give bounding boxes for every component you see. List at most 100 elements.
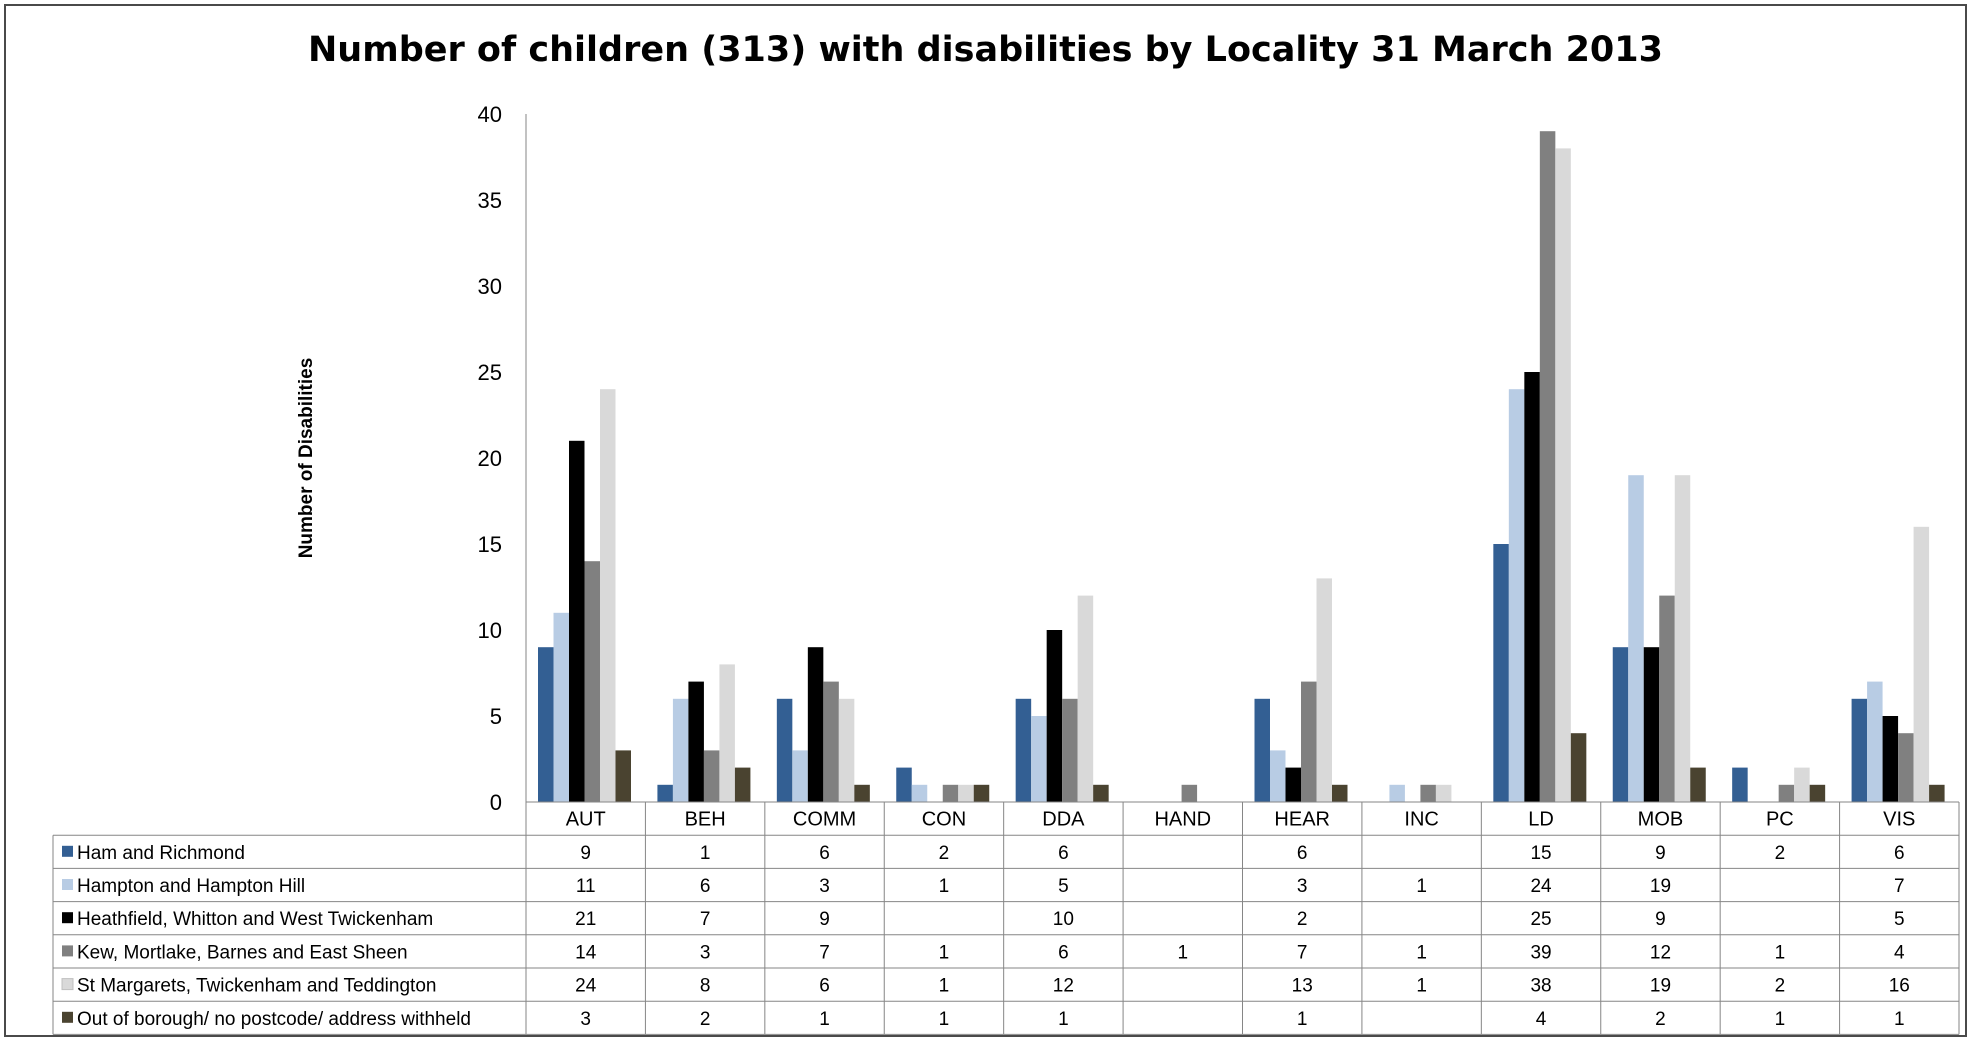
- data-label: 7: [819, 942, 830, 963]
- y-axis-title: Number of Disabilities: [296, 358, 317, 559]
- data-label: 8: [700, 976, 711, 997]
- bar-mob-series-6: [1690, 767, 1706, 802]
- bar-vis-series-6: [1929, 784, 1945, 802]
- data-label: 13: [1292, 976, 1313, 997]
- bar-hear-series-1: [1254, 698, 1270, 802]
- data-label: 1: [1058, 1009, 1069, 1030]
- x-tick-label: MOB: [1638, 809, 1684, 831]
- bar-comm-series-5: [838, 698, 855, 802]
- legend-entry: Out of borough/ no postcode/ address wit…: [77, 1009, 471, 1030]
- y-tick-label: 30: [478, 274, 502, 299]
- bar-vis-series-4: [1898, 733, 1914, 802]
- bar-mob-series-3: [1643, 647, 1660, 802]
- data-label: 1: [1775, 942, 1786, 963]
- bar-ld-series-1: [1493, 544, 1509, 802]
- bar-aut-series-3: [569, 440, 585, 802]
- data-label: 24: [575, 976, 597, 997]
- data-label: 1: [1416, 876, 1427, 897]
- bar-con-series-1: [896, 767, 912, 802]
- data-label: 1: [1297, 1009, 1308, 1030]
- data-label: 6: [819, 976, 830, 997]
- bar-aut-series-1: [538, 647, 554, 802]
- bar-con-series-4: [942, 784, 959, 802]
- bar-aut-series-2: [553, 612, 569, 802]
- bar-hear-series-5: [1316, 578, 1332, 802]
- bar-ld-series-2: [1508, 389, 1525, 802]
- bar-beh-series-3: [688, 681, 704, 802]
- data-label: 21: [575, 909, 596, 930]
- bar-con-series-5: [958, 784, 974, 802]
- x-tick-label: VIS: [1883, 809, 1915, 831]
- data-label: 6: [1297, 843, 1308, 864]
- bar-hear-series-3: [1285, 767, 1301, 802]
- data-label: 1: [1775, 1009, 1786, 1030]
- data-label: 14: [575, 942, 597, 963]
- data-label: 2: [1775, 976, 1786, 997]
- data-label: 10: [1053, 909, 1074, 930]
- y-tick-label: 25: [478, 360, 502, 385]
- bar-con-series-2: [911, 784, 928, 802]
- data-label: 1: [1416, 976, 1427, 997]
- legend-key: [62, 1011, 73, 1023]
- bar-inc-series-2: [1389, 784, 1405, 802]
- legend-entry: Heathfield, Whitton and West Twickenham: [77, 909, 433, 930]
- data-label: 3: [1297, 876, 1308, 897]
- data-label: 9: [1655, 843, 1666, 864]
- data-label: 38: [1530, 976, 1551, 997]
- data-label: 1: [939, 942, 950, 963]
- data-label: 1: [939, 976, 950, 997]
- bar-mob-series-1: [1612, 647, 1629, 802]
- bar-dda-series-5: [1077, 595, 1094, 802]
- data-label: 6: [1058, 843, 1069, 864]
- data-label: 1: [819, 1009, 830, 1030]
- data-label: 11: [576, 876, 596, 897]
- bar-con-series-6: [973, 784, 990, 802]
- data-label: 7: [1297, 942, 1308, 963]
- data-label: 5: [1058, 876, 1069, 897]
- legend-key: [62, 845, 73, 857]
- bar-comm-series-2: [792, 750, 808, 802]
- data-label: 6: [1058, 942, 1069, 963]
- x-tick-label: BEH: [685, 809, 726, 831]
- data-label: 1: [1178, 942, 1189, 963]
- bar-ld-series-4: [1539, 131, 1556, 802]
- legend-entry: St Margarets, Twickenham and Teddington: [77, 976, 436, 997]
- bar-mob-series-2: [1628, 475, 1644, 802]
- x-tick-label: DDA: [1042, 809, 1085, 831]
- legend-key: [62, 879, 73, 890]
- y-tick-label: 15: [478, 532, 502, 557]
- data-label: 2: [939, 843, 950, 864]
- data-label: 6: [1894, 843, 1905, 864]
- bar-ld-series-5: [1555, 148, 1571, 802]
- x-tick-label: INC: [1404, 809, 1438, 831]
- data-label: 1: [700, 843, 711, 864]
- legend-key: [61, 978, 74, 991]
- data-label: 4: [1894, 942, 1905, 963]
- data-label: 2: [700, 1009, 711, 1030]
- y-tick-label: 20: [478, 446, 502, 471]
- bar-aut-series-5: [600, 389, 616, 802]
- legend-key: [62, 912, 73, 924]
- data-label: 3: [580, 1009, 591, 1030]
- bar-dda-series-1: [1015, 698, 1032, 802]
- data-label: 1: [1894, 1009, 1905, 1030]
- data-label: 1: [939, 1009, 950, 1030]
- bar-mob-series-4: [1659, 595, 1675, 802]
- bar-beh-series-5: [719, 664, 735, 802]
- legend-entry: Kew, Mortlake, Barnes and East Sheen: [77, 942, 408, 963]
- y-tick-label: 0: [490, 790, 502, 815]
- data-label: 9: [1655, 909, 1666, 930]
- data-label: 9: [819, 909, 830, 930]
- data-label: 1: [1416, 942, 1427, 963]
- data-label: 5: [1894, 909, 1905, 930]
- data-label: 3: [819, 876, 830, 897]
- data-label: 12: [1650, 942, 1671, 963]
- bar-comm-series-1: [776, 698, 793, 802]
- data-label: 3: [700, 942, 711, 963]
- x-tick-label: HEAR: [1274, 809, 1330, 831]
- data-label: 19: [1650, 976, 1671, 997]
- bar-dda-series-6: [1093, 784, 1109, 802]
- y-tick-label: 35: [478, 188, 502, 213]
- y-tick-label: 40: [478, 102, 502, 127]
